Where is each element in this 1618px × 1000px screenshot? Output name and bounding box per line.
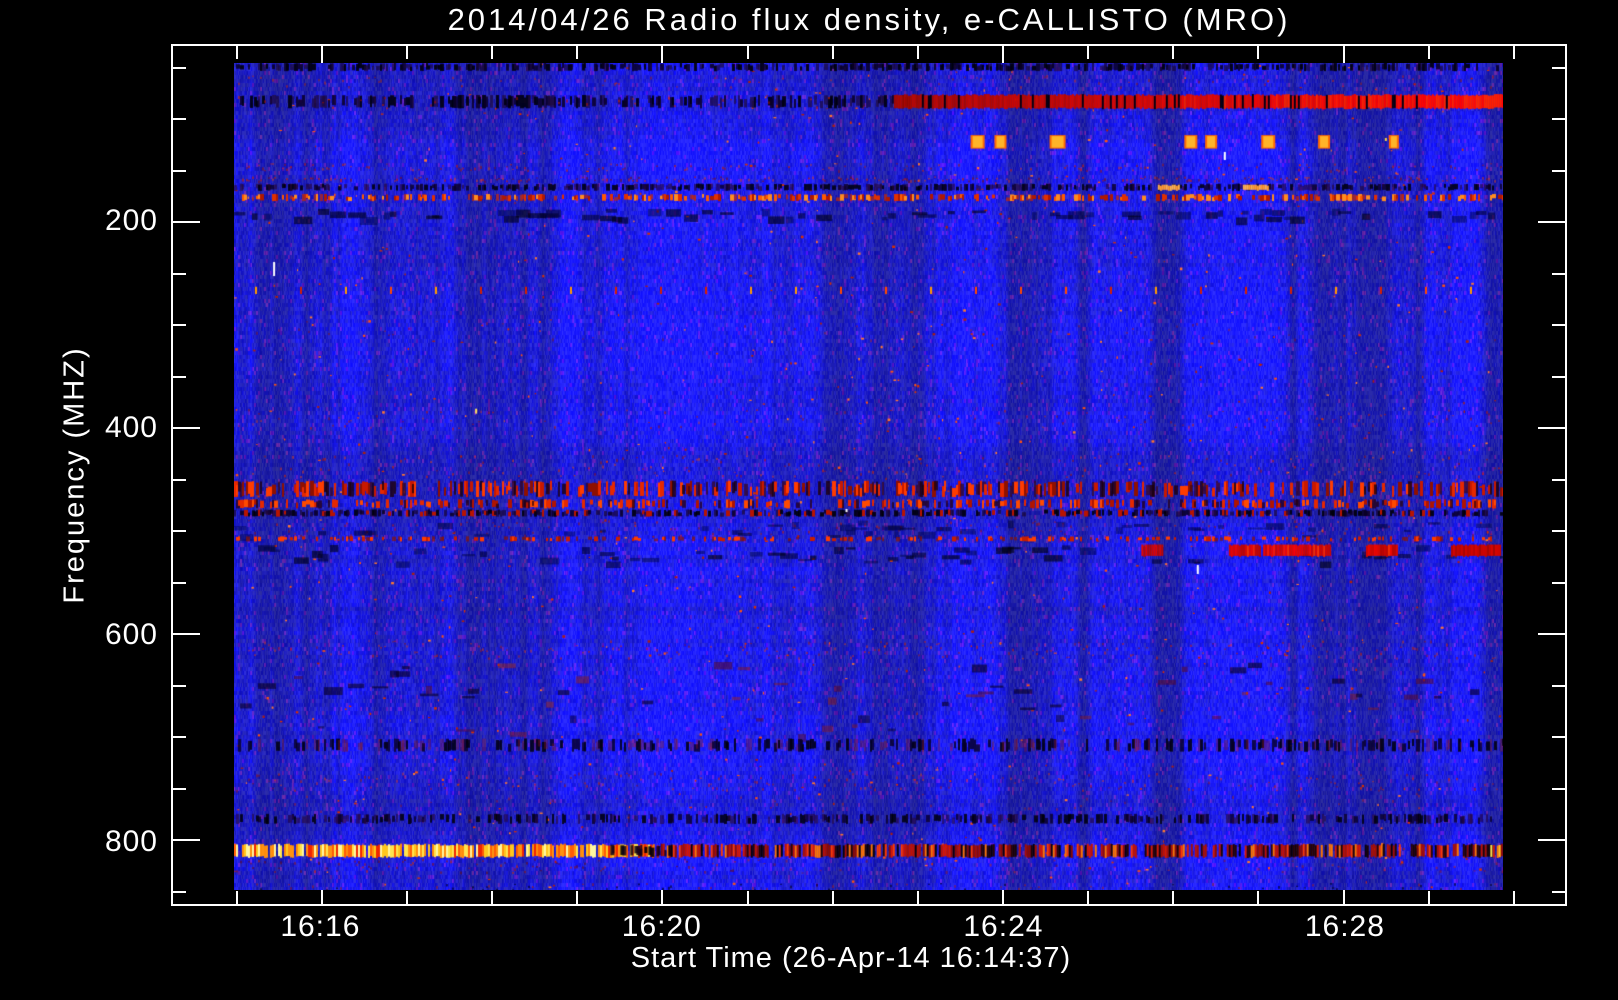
bottom-axis-tick — [1512, 891, 1515, 904]
top-axis-tick — [1172, 46, 1175, 59]
x-axis-title: Start Time (26-Apr-14 16:14:37) — [630, 942, 1072, 974]
top-axis-tick — [1342, 46, 1345, 73]
left-axis-tick — [173, 169, 186, 172]
top-axis-tick — [235, 46, 238, 59]
left-axis-tick — [173, 118, 186, 121]
x-tick-label: 16:28 — [1304, 910, 1385, 943]
chart-title: 2014/04/26 Radio flux density, e-CALLIST… — [447, 2, 1291, 37]
y-axis-title: Frequency (MHZ) — [58, 346, 91, 604]
bottom-axis-tick — [831, 891, 834, 904]
right-axis-tick — [1552, 66, 1565, 69]
left-axis-tick — [173, 633, 200, 636]
top-axis-tick — [320, 46, 323, 73]
bottom-axis-tick — [1257, 891, 1260, 904]
top-axis-tick — [1427, 46, 1430, 59]
right-axis-tick — [1552, 530, 1565, 533]
right-axis-tick — [1552, 118, 1565, 121]
right-axis-tick — [1552, 787, 1565, 790]
right-axis-tick — [1552, 169, 1565, 172]
top-axis-tick — [746, 46, 749, 59]
bottom-axis-tick — [406, 891, 409, 904]
top-axis-tick — [916, 46, 919, 59]
left-axis-tick — [173, 890, 186, 893]
left-axis-tick — [173, 375, 186, 378]
left-axis-tick — [173, 736, 186, 739]
right-axis-tick — [1552, 272, 1565, 275]
right-axis-tick — [1538, 427, 1565, 430]
x-tick-label: 16:24 — [963, 910, 1044, 943]
y-tick-label: 600 — [104, 617, 158, 651]
right-axis-tick — [1552, 890, 1565, 893]
left-axis-tick — [173, 787, 186, 790]
left-axis-tick — [173, 66, 186, 69]
top-axis-tick — [661, 46, 664, 73]
x-tick-label: 16:20 — [621, 910, 702, 943]
left-axis-tick — [173, 221, 200, 224]
left-axis-tick — [173, 530, 186, 533]
y-tick-label: 400 — [104, 411, 158, 445]
bottom-axis-tick — [1172, 891, 1175, 904]
bottom-axis-tick — [1087, 891, 1090, 904]
spectrogram-canvas — [234, 63, 1503, 890]
right-axis-tick — [1552, 581, 1565, 584]
right-axis-tick — [1552, 324, 1565, 327]
bottom-axis-tick — [320, 877, 323, 904]
top-axis-tick — [831, 46, 834, 59]
top-axis-tick — [576, 46, 579, 59]
top-axis-tick — [1512, 46, 1515, 59]
left-axis-tick — [173, 324, 186, 327]
plot-frame — [171, 44, 1567, 906]
top-axis-tick — [1087, 46, 1090, 59]
bottom-axis-tick — [916, 891, 919, 904]
bottom-axis-tick — [576, 891, 579, 904]
bottom-axis-tick — [1342, 877, 1345, 904]
right-axis-tick — [1552, 684, 1565, 687]
left-axis-tick — [173, 272, 186, 275]
y-tick-label: 800 — [104, 825, 158, 859]
top-axis-tick — [491, 46, 494, 59]
left-axis-tick — [173, 478, 186, 481]
top-axis-tick — [1002, 46, 1005, 73]
bottom-axis-tick — [235, 891, 238, 904]
left-axis-tick — [173, 581, 186, 584]
right-axis-tick — [1552, 478, 1565, 481]
right-axis-tick — [1552, 375, 1565, 378]
bottom-axis-tick — [1002, 877, 1005, 904]
x-tick-label: 16:16 — [280, 910, 361, 943]
top-axis-tick — [406, 46, 409, 59]
y-tick-label: 200 — [104, 203, 158, 237]
left-axis-tick — [173, 684, 186, 687]
right-axis-tick — [1538, 221, 1565, 224]
right-axis-tick — [1538, 839, 1565, 842]
left-axis-tick — [173, 427, 200, 430]
right-axis-tick — [1538, 633, 1565, 636]
bottom-axis-tick — [661, 877, 664, 904]
right-axis-tick — [1552, 736, 1565, 739]
bottom-axis-tick — [1427, 891, 1430, 904]
bottom-axis-tick — [746, 891, 749, 904]
bottom-axis-tick — [491, 891, 494, 904]
left-axis-tick — [173, 839, 200, 842]
top-axis-tick — [1257, 46, 1260, 59]
